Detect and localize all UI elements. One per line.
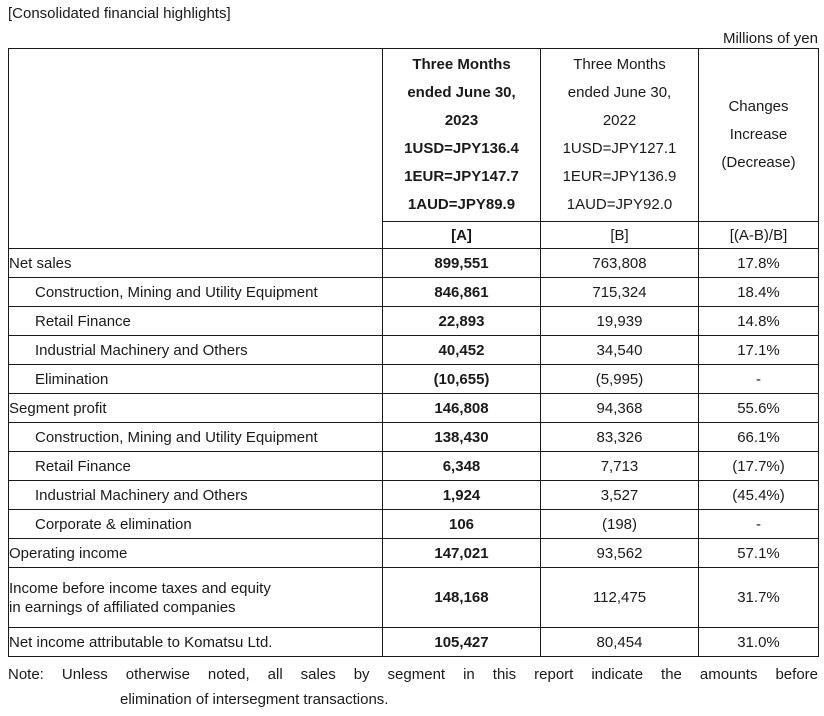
value-b: 112,475	[540, 567, 699, 628]
value-b: 763,808	[540, 248, 699, 278]
row-label: Construction, Mining and Utility Equipme…	[8, 422, 383, 452]
table-row: Operating income 147,021 93,562 57.1%	[8, 538, 819, 568]
table-row: Net sales 899,551 763,808 17.8%	[8, 248, 819, 278]
table-row: Industrial Machinery and Others 1,924 3,…	[8, 480, 819, 510]
row-label: Retail Finance	[8, 451, 383, 481]
tag-a: [A]	[382, 221, 541, 249]
value-b: 83,326	[540, 422, 699, 452]
value-a: 846,861	[382, 277, 541, 307]
value-a: (10,655)	[382, 364, 541, 394]
value-b: (5,995)	[540, 364, 699, 394]
tag-c: [(A-B)/B]	[698, 221, 819, 249]
footnote: Note: Unless otherwise noted, all sales …	[8, 662, 818, 712]
header-empty-cell	[8, 48, 383, 249]
value-c: 57.1%	[698, 538, 819, 568]
value-b: 3,527	[540, 480, 699, 510]
tag-b: [B]	[540, 221, 699, 249]
row-label: Net income attributable to Komatsu Ltd.	[8, 627, 383, 657]
table-row: Retail Finance 22,893 19,939 14.8%	[8, 306, 819, 336]
value-b: 93,562	[540, 538, 699, 568]
value-c: 18.4%	[698, 277, 819, 307]
document-title: [Consolidated financial highlights]	[8, 5, 231, 22]
value-c: 31.7%	[698, 567, 819, 628]
row-label: Construction, Mining and Utility Equipme…	[8, 277, 383, 307]
value-a: 146,808	[382, 393, 541, 423]
value-b: 80,454	[540, 627, 699, 657]
row-label: Income before income taxes and equity in…	[8, 567, 383, 628]
value-c: -	[698, 364, 819, 394]
col-a-header: Three Months ended June 30, 2023 1USD=JP…	[382, 48, 541, 222]
value-b: 34,540	[540, 335, 699, 365]
value-b: 19,939	[540, 306, 699, 336]
unit-label: Millions of yen	[722, 30, 818, 47]
value-c: 55.6%	[698, 393, 819, 423]
value-c: 31.0%	[698, 627, 819, 657]
footnote-line-2: elimination of intersegment transactions…	[120, 691, 389, 708]
table-header-row: Three Months ended June 30, 2023 1USD=JP…	[8, 48, 819, 249]
table-row: Segment profit 146,808 94,368 55.6%	[8, 393, 819, 423]
value-b: 7,713	[540, 451, 699, 481]
value-a: 147,021	[382, 538, 541, 568]
value-b: (198)	[540, 509, 699, 539]
value-a: 106	[382, 509, 541, 539]
value-a: 148,168	[382, 567, 541, 628]
row-label: Net sales	[8, 248, 383, 278]
table-row: Industrial Machinery and Others 40,452 3…	[8, 335, 819, 365]
row-label-line-2: in earnings of affiliated companies	[9, 598, 236, 616]
value-a: 40,452	[382, 335, 541, 365]
value-a: 1,924	[382, 480, 541, 510]
financial-table: Three Months ended June 30, 2023 1USD=JP…	[8, 48, 819, 657]
value-c: 14.8%	[698, 306, 819, 336]
value-c: 66.1%	[698, 422, 819, 452]
value-a: 138,430	[382, 422, 541, 452]
value-a: 105,427	[382, 627, 541, 657]
row-label: Retail Finance	[8, 306, 383, 336]
row-label: Operating income	[8, 538, 383, 568]
value-c: -	[698, 509, 819, 539]
table-row: Corporate & elimination 106 (198) -	[8, 509, 819, 539]
table-row: Construction, Mining and Utility Equipme…	[8, 422, 819, 452]
value-c: (45.4%)	[698, 480, 819, 510]
value-c: (17.7%)	[698, 451, 819, 481]
table-row: Elimination (10,655) (5,995) -	[8, 364, 819, 394]
footnote-line-1: Note: Unless otherwise noted, all sales …	[8, 666, 818, 683]
value-b: 94,368	[540, 393, 699, 423]
row-label: Corporate & elimination	[8, 509, 383, 539]
table-row: Income before income taxes and equity in…	[8, 567, 819, 628]
value-c: 17.8%	[698, 248, 819, 278]
value-c: 17.1%	[698, 335, 819, 365]
value-a: 6,348	[382, 451, 541, 481]
row-label: Elimination	[8, 364, 383, 394]
col-c-header: Changes Increase (Decrease)	[698, 48, 819, 222]
table-tag-row: [A] [B] [(A-B)/B]	[9, 221, 819, 249]
col-b-header: Three Months ended June 30, 2022 1USD=JP…	[540, 48, 699, 222]
row-label: Segment profit	[8, 393, 383, 423]
row-label: Industrial Machinery and Others	[8, 335, 383, 365]
value-a: 22,893	[382, 306, 541, 336]
table-row: Retail Finance 6,348 7,713 (17.7%)	[8, 451, 819, 481]
row-label-line-1: Income before income taxes and equity	[9, 579, 271, 597]
row-label: Industrial Machinery and Others	[8, 480, 383, 510]
value-b: 715,324	[540, 277, 699, 307]
table-row: Net income attributable to Komatsu Ltd. …	[8, 627, 819, 657]
value-a: 899,551	[382, 248, 541, 278]
table-row: Construction, Mining and Utility Equipme…	[8, 277, 819, 307]
